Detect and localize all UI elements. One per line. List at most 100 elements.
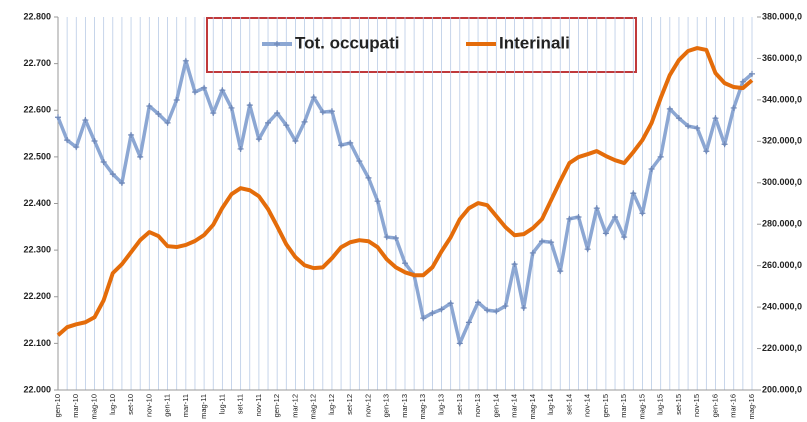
y-tick-label: 22.400 xyxy=(23,198,51,208)
y-tick-label: 22.100 xyxy=(23,338,51,348)
point-marker xyxy=(703,148,710,155)
point-marker xyxy=(685,123,692,130)
point-marker xyxy=(612,214,619,221)
point-marker xyxy=(155,110,162,117)
point-marker xyxy=(201,84,208,91)
point-marker xyxy=(730,104,737,111)
point-marker xyxy=(219,87,226,94)
point-marker xyxy=(557,268,564,275)
x-tick-label: set-12 xyxy=(345,394,354,415)
point-marker xyxy=(657,153,664,160)
y2-tick-label: 320.000,0 xyxy=(762,136,802,146)
point-marker xyxy=(420,315,427,322)
point-marker xyxy=(228,104,235,111)
point-marker xyxy=(402,260,408,267)
x-tick-label: set-13 xyxy=(455,394,464,415)
legend-label: Interinali xyxy=(499,33,570,52)
x-tick-label: gen-10 xyxy=(53,394,62,417)
x-tick-label: mag-14 xyxy=(528,394,537,419)
x-tick-label: mag-12 xyxy=(309,394,318,419)
point-marker xyxy=(712,115,719,122)
x-tick-label: mar-12 xyxy=(290,394,299,418)
point-marker xyxy=(721,141,728,148)
point-marker xyxy=(575,214,582,221)
point-marker xyxy=(502,303,509,310)
series-line xyxy=(56,46,754,337)
x-tick-label: mar-10 xyxy=(71,394,80,418)
x-tick-label: set-15 xyxy=(674,394,683,415)
x-tick-label: gen-14 xyxy=(491,394,500,417)
y2-tick-label: 200.000,0 xyxy=(762,384,802,394)
x-tick-label: lug-13 xyxy=(437,394,446,415)
point-marker xyxy=(73,144,80,151)
x-tick-label: mag-16 xyxy=(747,394,756,419)
point-marker xyxy=(164,119,171,126)
point-marker xyxy=(475,299,482,306)
point-marker xyxy=(319,109,326,116)
point-marker xyxy=(566,215,573,222)
y2-tick-label: 280.000,0 xyxy=(762,219,802,229)
y-tick-label: 22.000 xyxy=(23,384,51,394)
point-marker xyxy=(630,190,637,197)
point-marker xyxy=(100,159,107,166)
x-tick-label: lug-15 xyxy=(656,394,665,415)
point-marker xyxy=(109,171,116,178)
y2-tick-label: 360.000,0 xyxy=(762,53,802,63)
point-marker xyxy=(338,142,345,149)
x-tick-label: set-10 xyxy=(126,394,135,415)
y-tick-label: 22.700 xyxy=(23,58,51,68)
x-tick-label: nov-13 xyxy=(473,394,482,417)
point-marker xyxy=(64,137,71,144)
x-tick-label: mag-15 xyxy=(637,394,646,419)
point-marker xyxy=(584,246,591,253)
point-marker xyxy=(82,117,89,124)
x-tick-label: gen-16 xyxy=(710,394,719,417)
x-tick-label: mar-15 xyxy=(619,394,628,418)
x-tick-label: nov-10 xyxy=(144,394,153,417)
y-tick-label: 22.800 xyxy=(23,11,51,21)
point-marker xyxy=(438,306,445,313)
point-marker xyxy=(310,94,317,101)
point-marker xyxy=(146,103,153,110)
x-tick-label: set-14 xyxy=(564,394,573,415)
point-marker xyxy=(91,138,98,145)
point-marker xyxy=(621,234,628,241)
x-tick-label: lug-12 xyxy=(327,394,336,415)
x-tick-label: nov-14 xyxy=(583,394,592,417)
y2-tick-label: 220.000,0 xyxy=(762,343,802,353)
x-tick-label: mar-11 xyxy=(181,394,190,417)
point-marker xyxy=(255,136,262,143)
y2-tick-label: 300.000,0 xyxy=(762,177,802,187)
point-marker xyxy=(283,122,290,129)
y-tick-label: 22.500 xyxy=(23,151,51,161)
point-marker xyxy=(237,145,244,152)
x-tick-label: nov-11 xyxy=(254,394,263,416)
y2-tick-label: 380.000,0 xyxy=(762,11,802,21)
point-marker xyxy=(639,210,646,217)
point-marker xyxy=(429,310,436,317)
y-tick-label: 22.600 xyxy=(23,105,51,115)
point-marker xyxy=(392,235,399,242)
point-marker xyxy=(210,110,217,117)
x-tick-label: mar-16 xyxy=(729,394,738,418)
x-tick-label: mag-10 xyxy=(90,394,99,419)
point-marker xyxy=(456,340,463,347)
point-marker xyxy=(593,205,600,212)
legend-marker xyxy=(274,41,280,47)
y-tick-label: 22.300 xyxy=(23,245,51,255)
point-marker xyxy=(529,249,536,256)
x-tick-label: nov-15 xyxy=(692,394,701,417)
point-marker xyxy=(374,198,381,205)
x-tick-label: mar-14 xyxy=(510,394,519,418)
point-marker xyxy=(447,300,454,307)
point-marker xyxy=(173,96,180,103)
point-marker xyxy=(265,119,272,126)
point-marker xyxy=(137,153,144,160)
x-tick-label: mar-13 xyxy=(400,394,409,418)
x-tick-label: mag-11 xyxy=(199,394,208,419)
point-marker xyxy=(511,261,518,268)
point-marker xyxy=(356,158,363,165)
x-tick-label: lug-10 xyxy=(108,394,117,415)
y2-tick-label: 260.000,0 xyxy=(762,260,802,270)
